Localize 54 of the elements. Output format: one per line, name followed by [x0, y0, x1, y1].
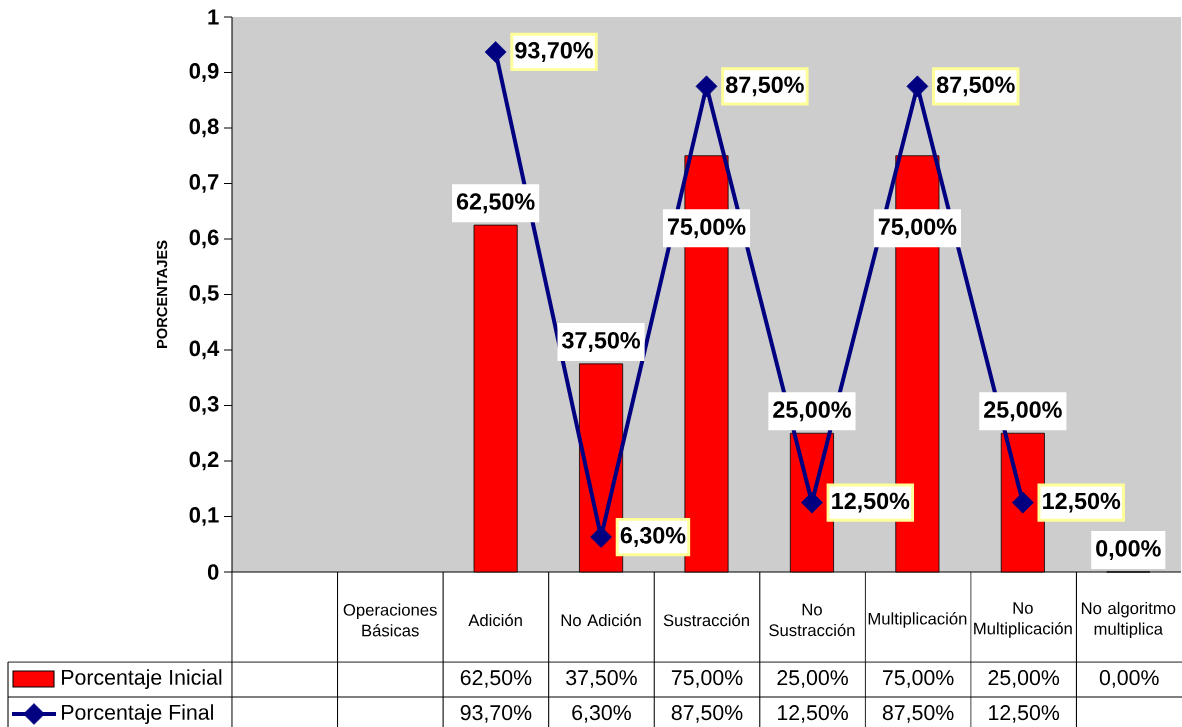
y-tick-label: 0,3: [189, 396, 219, 415]
text: 25,00%: [984, 401, 1062, 422]
data-label: 75,00%: [671, 670, 743, 688]
text: 25,00%: [773, 401, 851, 422]
point: [801, 491, 823, 514]
text: 12,50%: [1043, 492, 1121, 513]
text: 93,70%: [515, 42, 593, 62]
x-tick-label: No Multiplicación: [974, 602, 1072, 638]
point: [590, 526, 612, 548]
text: 37,50%: [562, 331, 641, 352]
data-label: 93,70%: [460, 705, 532, 723]
text: 87,50%: [726, 76, 804, 97]
y-tick-label: 0,1: [189, 507, 219, 526]
data-label: 62,50%: [460, 670, 532, 688]
data-label: 87,50%: [671, 705, 743, 723]
x-tick-label: Multiplicación: [868, 612, 967, 628]
data-label: 25,00%: [988, 670, 1060, 688]
text: 0,00%: [1096, 540, 1161, 560]
x-tick-label: Adición: [468, 613, 522, 627]
y-tick-label: 0,9: [189, 63, 219, 82]
y-tick-label: 0: [207, 564, 219, 580]
y-tick-label: 0,8: [189, 118, 219, 138]
y-tick-label: 1: [208, 9, 219, 25]
x-tick-label: No algoritmo multiplica: [1081, 601, 1176, 639]
x-tick-label: No Adición: [561, 613, 641, 627]
y-tick-label: 0,4: [189, 340, 220, 360]
y-tick-label: 0,5: [189, 285, 219, 304]
point: [695, 75, 718, 98]
y-tick-label: 0,7: [189, 174, 219, 193]
point: [906, 75, 929, 98]
point: [484, 41, 507, 63]
data-label: 25,00%: [777, 670, 848, 688]
point: [1011, 491, 1034, 514]
y-tick-label: 0,6: [189, 229, 219, 249]
text: 75,00%: [878, 218, 957, 239]
legend-label: Porcentaje Inicial: [62, 669, 222, 690]
data-label: 75,00%: [883, 670, 954, 688]
text: 75,00%: [667, 218, 746, 239]
text: 62,50%: [456, 193, 535, 214]
data-label: 37,50%: [566, 670, 637, 688]
text: 87,50%: [936, 76, 1015, 97]
data-label: 12,50%: [989, 705, 1060, 723]
x-tick-label: Operaciones Básicas: [343, 603, 437, 637]
x-tick-label: Sustracción: [663, 613, 749, 627]
text: 12,50%: [832, 492, 910, 513]
y-tick-label: 0,2: [189, 451, 219, 471]
y-axis-title: PORCENTAJES: [156, 240, 168, 348]
x-tick-label: No Sustracción: [769, 603, 855, 637]
data-label: 87,50%: [882, 705, 954, 723]
legend-label: Porcentaje Final: [62, 704, 213, 725]
text: 6,30%: [620, 527, 686, 547]
data-label: 0,00%: [1099, 670, 1159, 688]
data-label: 6,30%: [572, 705, 631, 723]
data-label: 12,50%: [778, 705, 848, 723]
